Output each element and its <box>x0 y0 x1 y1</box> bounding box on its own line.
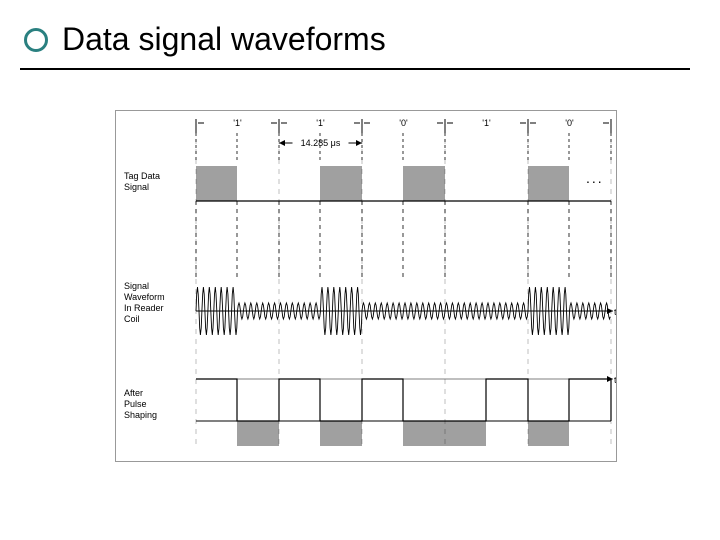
waveform-svg: '1''1''0''1''0'14.285 μsTag DataSignal..… <box>116 111 616 461</box>
page-title: Data signal waveforms <box>62 21 386 58</box>
svg-text:14.285 μs: 14.285 μs <box>301 138 341 148</box>
svg-text:After: After <box>124 388 143 398</box>
svg-text:'1': '1' <box>233 118 242 128</box>
svg-text:'1': '1' <box>482 118 491 128</box>
svg-text:t: t <box>614 307 616 317</box>
decor-circle-icon <box>24 28 48 52</box>
svg-text:...: ... <box>586 170 604 186</box>
svg-text:Signal: Signal <box>124 281 149 291</box>
svg-text:Signal: Signal <box>124 182 149 192</box>
slide: Data signal waveforms '1' '1' '0' '1' '0' 14.… <box>0 0 720 540</box>
svg-text:In Reader: In Reader <box>124 303 164 313</box>
svg-text:Shaping: Shaping <box>124 410 157 420</box>
svg-text:'0': '0' <box>399 118 408 128</box>
title-rule <box>20 68 690 70</box>
waveform-diagram: '1''1''0''1''0'14.285 μsTag DataSignal..… <box>115 110 617 462</box>
svg-text:'1': '1' <box>316 118 325 128</box>
svg-text:t: t <box>614 375 616 385</box>
svg-text:Coil: Coil <box>124 314 140 324</box>
svg-text:Waveform: Waveform <box>124 292 165 302</box>
svg-text:'0': '0' <box>565 118 574 128</box>
svg-text:Tag Data: Tag Data <box>124 171 160 181</box>
svg-text:Pulse: Pulse <box>124 399 147 409</box>
